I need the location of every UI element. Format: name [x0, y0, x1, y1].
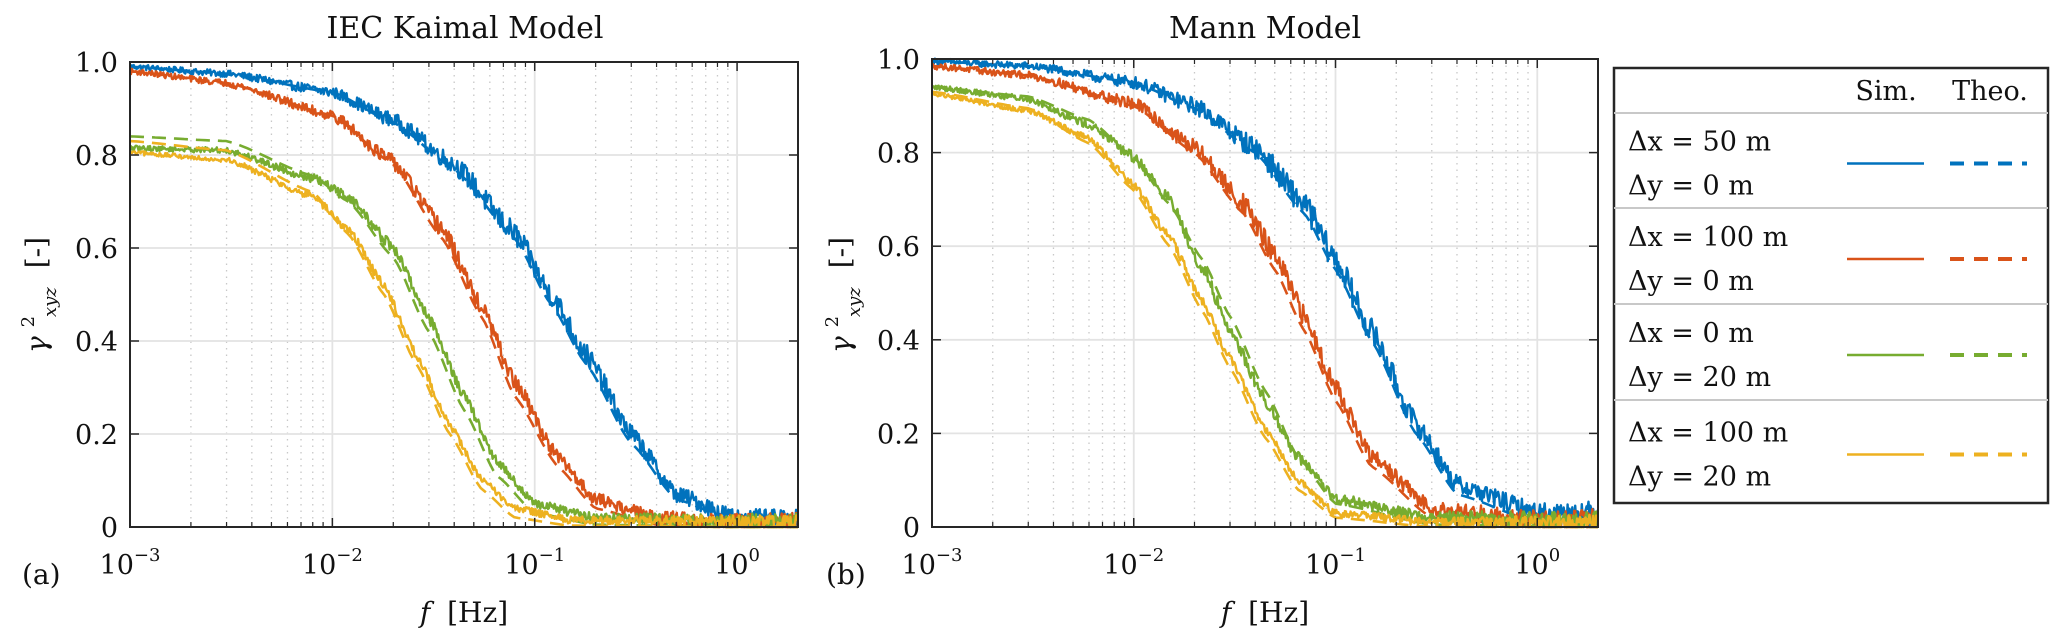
y-tick-label: 0.6: [877, 232, 920, 263]
theo-line-green: [130, 135, 798, 529]
y-tick-label: 0: [101, 513, 118, 544]
sim-line-yellow: [932, 91, 1598, 529]
svg-text:γ 2 xyz: γ 2 xyz [-]: [812, 237, 867, 353]
y-axis-label: γ 2 xyz [-]: [812, 237, 867, 353]
svg-text:f [Hz]: f [Hz]: [1219, 596, 1309, 629]
legend-entry: Δx = 0 m Δy = 20 m: [1628, 318, 2027, 393]
x-tick-label: 100: [1514, 545, 1560, 581]
y-axis-label: γ 2 xyz [-]: [8, 237, 63, 353]
legend-entry-line1: Δx = 50 m: [1628, 127, 1771, 158]
x-axis-unit: [Hz]: [447, 596, 508, 629]
theo-line-blue: [130, 65, 798, 526]
x-tick-label: 10−2: [1103, 545, 1164, 581]
legend-entry: Δx = 100 m Δy = 20 m: [1628, 418, 2027, 493]
x-tick-label: 10−2: [302, 545, 363, 581]
x-axis-symbol: f: [1219, 596, 1236, 629]
y-axis-sub: xyz: [844, 287, 865, 317]
theo-line-blue: [932, 60, 1598, 526]
y-tick-label: 0.6: [75, 234, 118, 265]
legend-rows: Δx = 50 mΔy = 0 mΔx = 100 mΔy = 0 mΔx = …: [1614, 112, 2048, 493]
x-tick-label: 10−3: [100, 545, 161, 581]
x-axis-label: f [Hz]: [418, 596, 508, 629]
legend-entry-line1: Δx = 100 m: [1628, 222, 1788, 253]
svg-text:f [Hz]: f [Hz]: [418, 596, 508, 629]
legend-entry: Δx = 100 m Δy = 0 m: [1628, 222, 2027, 297]
x-axis-label: f [Hz]: [1219, 596, 1309, 629]
sim-line-green: [130, 144, 798, 529]
legend-box: [1612, 66, 2050, 505]
axes: [129, 61, 799, 528]
x-tick-label: 10−1: [1305, 545, 1366, 581]
tick-labels: 10−3 10−2 10−1 100 0 0.2 0.4 0.6 0.8 1.0: [877, 45, 1560, 581]
x-tick-label: 10−1: [504, 545, 565, 581]
grid: [931, 59, 1599, 527]
plot-area: [130, 63, 798, 529]
legend-entry-line1: Δx = 0 m: [1628, 318, 1754, 349]
axes-box: [129, 61, 799, 528]
legend-entry-line2: Δy = 20 m: [1628, 362, 1771, 393]
legend-entry-line1: Δx = 100 m: [1628, 418, 1788, 449]
chart-title: IEC Kaimal Model: [327, 11, 604, 46]
axes-box: [931, 58, 1599, 528]
sim-line-blue: [932, 57, 1598, 526]
sim-line-red: [130, 67, 798, 529]
legend: Sim. Theo. Δx = 50 m Δy = 0 m Δx = 100 m Δy…: [1612, 66, 2050, 505]
y-axis-symbol: γ: [20, 336, 53, 353]
y-tick-label: 1.0: [877, 45, 920, 76]
y-axis-unit: [-]: [824, 237, 857, 268]
y-axis-sup: 2: [18, 316, 39, 327]
y-tick-label: 0.4: [75, 327, 118, 358]
legend-entry-line2: Δy = 0 m: [1628, 266, 1754, 297]
legend-header-theo: Theo.: [1952, 76, 2028, 107]
x-axis-unit: [Hz]: [1248, 596, 1309, 629]
y-axis-sub: xyz: [40, 287, 61, 317]
plot-area: [932, 57, 1598, 529]
y-tick-label: 1.0: [75, 48, 118, 79]
sim-line-blue: [130, 63, 798, 529]
legend-entry-line2: Δy = 0 m: [1628, 171, 1754, 202]
legend-header-sim: Sim.: [1855, 76, 1916, 107]
tick-labels: 10−3 10−2 10−1 100 0 0.2 0.4 0.6 0.8 1.0: [75, 48, 760, 581]
y-axis-unit: [-]: [20, 237, 53, 268]
panel-b-mann: Mann Model 10−3 10−2 10−1 10000.20.40.60.81…: [812, 11, 1599, 629]
theo-line-red: [130, 70, 798, 529]
x-tick-label: 100: [714, 545, 760, 581]
x-tick-label: 10−3: [902, 545, 963, 581]
y-tick-label: 0.2: [75, 420, 118, 451]
sim-line-yellow: [130, 150, 798, 529]
panel-a-iec-kaimal: IEC Kaimal Model 10−3 10−2 10−1 100 0 0.2 0.4 0…: [8, 11, 799, 629]
legend-entry-line2: Δy = 20 m: [1628, 462, 1771, 493]
svg-text:γ 2 xyz: γ 2 xyz [-]: [8, 237, 63, 353]
y-tick-label: 0.4: [877, 326, 920, 357]
panel-label: (b): [826, 558, 866, 591]
legend-entry: Δx = 50 m Δy = 0 m: [1628, 127, 2027, 202]
axes: [931, 58, 1599, 528]
y-axis-sup: 2: [822, 316, 843, 327]
theo-line-yellow: [130, 139, 798, 529]
sim-line-red: [932, 62, 1598, 529]
chart-title: Mann Model: [1169, 11, 1361, 46]
y-tick-label: 0: [903, 513, 920, 544]
panel-label: (a): [22, 558, 61, 591]
x-axis-symbol: f: [418, 596, 435, 629]
grid: [129, 62, 799, 527]
theo-line-red: [932, 64, 1598, 529]
y-tick-label: 0.8: [75, 141, 118, 172]
y-tick-label: 0.8: [877, 139, 920, 170]
y-axis-symbol: γ: [824, 336, 857, 353]
y-tick-label: 0.2: [877, 419, 920, 450]
